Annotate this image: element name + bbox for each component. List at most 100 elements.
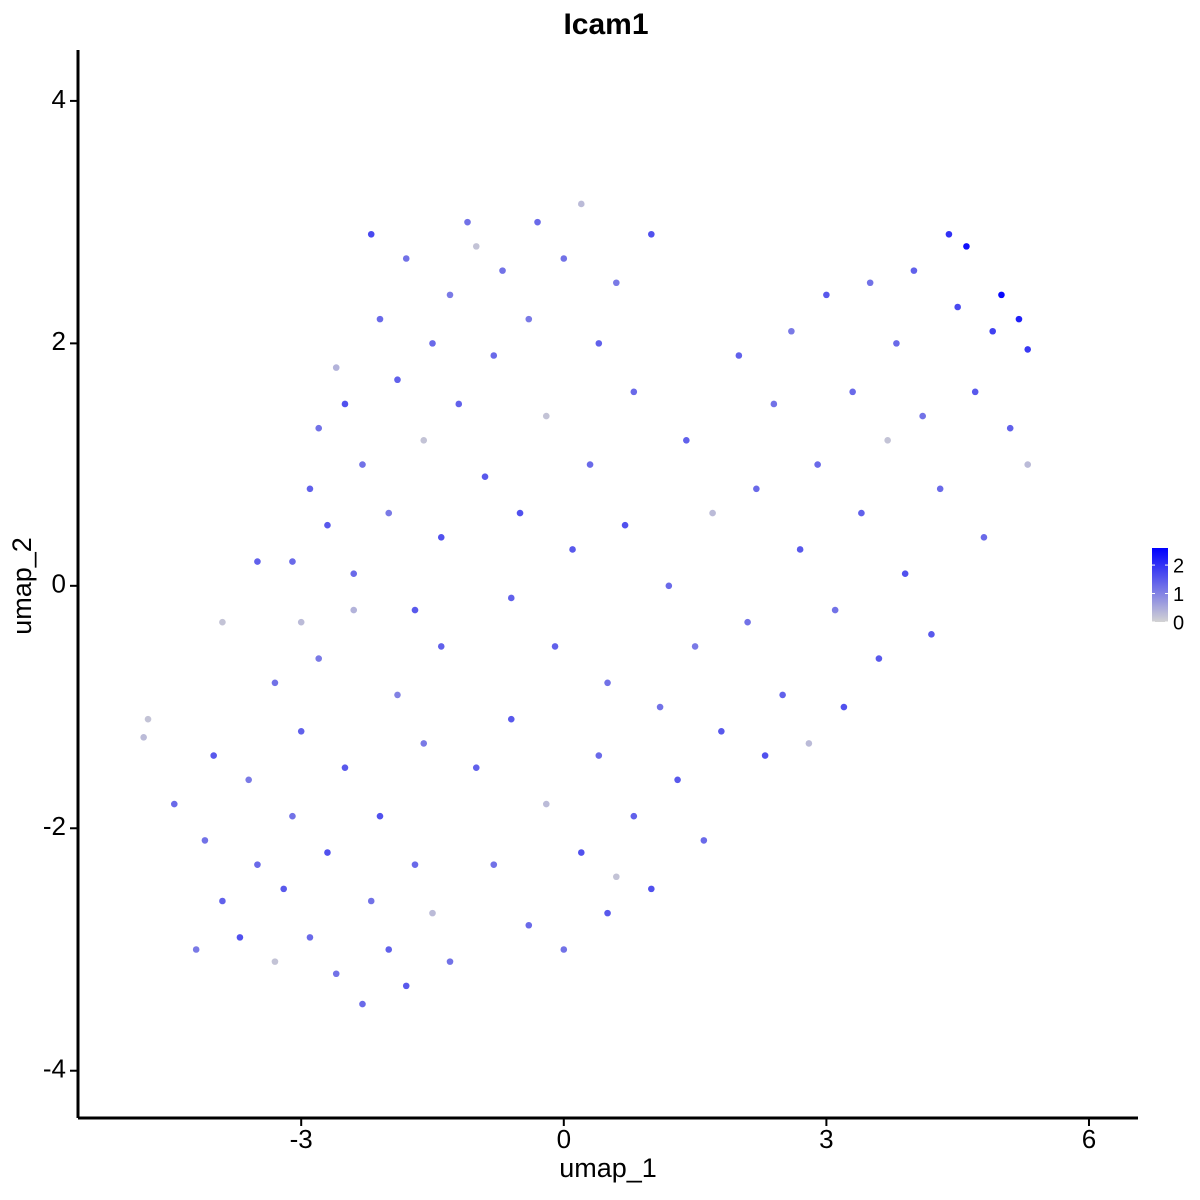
point bbox=[446, 958, 454, 965]
point bbox=[656, 703, 664, 711]
point bbox=[560, 255, 568, 262]
x-tick-label: 0 bbox=[557, 1124, 571, 1154]
point bbox=[578, 849, 585, 856]
point bbox=[254, 558, 261, 565]
point bbox=[1015, 315, 1023, 323]
point bbox=[144, 715, 152, 723]
point bbox=[350, 570, 358, 577]
colorbar-label: 1 bbox=[1173, 584, 1184, 606]
point bbox=[919, 412, 926, 420]
point bbox=[490, 861, 498, 868]
point bbox=[219, 897, 226, 905]
y-tick-label: 4 bbox=[52, 84, 66, 114]
point bbox=[192, 946, 200, 953]
point bbox=[998, 291, 1005, 299]
point bbox=[989, 327, 996, 335]
point bbox=[332, 970, 340, 978]
point bbox=[534, 218, 541, 226]
point bbox=[429, 909, 436, 917]
point bbox=[735, 352, 743, 359]
point bbox=[306, 485, 314, 493]
point bbox=[315, 424, 323, 432]
point bbox=[595, 752, 603, 759]
point bbox=[140, 734, 147, 741]
chart-title: Icam1 bbox=[563, 8, 648, 41]
point bbox=[560, 946, 568, 953]
point bbox=[210, 752, 217, 759]
y-tick-label: -4 bbox=[43, 1054, 66, 1084]
point bbox=[201, 837, 209, 844]
point bbox=[613, 873, 620, 881]
point bbox=[472, 764, 480, 771]
point bbox=[963, 243, 970, 250]
point bbox=[858, 509, 865, 517]
point bbox=[455, 400, 463, 408]
point bbox=[945, 230, 953, 238]
point bbox=[823, 291, 830, 299]
point bbox=[779, 691, 786, 699]
point bbox=[893, 340, 900, 347]
point bbox=[753, 485, 760, 493]
point bbox=[350, 606, 358, 614]
point bbox=[429, 340, 436, 347]
point bbox=[621, 521, 629, 529]
x-axis-label: umap_1 bbox=[559, 1153, 657, 1183]
point bbox=[324, 849, 331, 856]
point bbox=[971, 388, 979, 396]
point bbox=[385, 509, 393, 517]
point bbox=[744, 618, 751, 626]
point bbox=[665, 582, 673, 590]
y-tick-label: 0 bbox=[52, 569, 66, 599]
point bbox=[525, 315, 533, 323]
point bbox=[289, 812, 296, 820]
point bbox=[936, 485, 944, 493]
point bbox=[490, 352, 498, 359]
point bbox=[315, 655, 323, 662]
point bbox=[805, 740, 813, 747]
y-tick-label: -2 bbox=[43, 811, 66, 841]
point bbox=[437, 643, 445, 650]
point bbox=[219, 618, 226, 626]
point bbox=[648, 230, 655, 238]
point bbox=[542, 412, 550, 420]
colorbar bbox=[1152, 548, 1168, 622]
point bbox=[341, 764, 349, 771]
point bbox=[411, 861, 419, 868]
point bbox=[551, 643, 559, 650]
point bbox=[604, 679, 611, 687]
colorbar-label: 0 bbox=[1173, 612, 1184, 634]
point bbox=[394, 691, 401, 699]
point bbox=[980, 534, 988, 541]
point bbox=[595, 340, 603, 347]
point bbox=[367, 230, 375, 238]
point bbox=[402, 982, 410, 990]
y-axis-label: umap_2 bbox=[7, 537, 37, 635]
point bbox=[402, 255, 410, 262]
point bbox=[709, 509, 716, 517]
point bbox=[954, 303, 961, 311]
point bbox=[245, 776, 252, 784]
point bbox=[271, 958, 279, 965]
point bbox=[254, 861, 261, 868]
point bbox=[481, 473, 489, 481]
point bbox=[875, 655, 883, 662]
point bbox=[324, 521, 331, 529]
point bbox=[507, 715, 515, 723]
point bbox=[271, 679, 279, 687]
point bbox=[446, 291, 454, 299]
point bbox=[683, 437, 690, 444]
point bbox=[280, 885, 287, 893]
point bbox=[586, 461, 594, 468]
point bbox=[385, 946, 393, 953]
point bbox=[499, 267, 506, 274]
point bbox=[297, 618, 305, 626]
point bbox=[359, 461, 366, 468]
point bbox=[411, 606, 419, 614]
point bbox=[236, 934, 244, 941]
point bbox=[1006, 424, 1014, 432]
point bbox=[332, 364, 340, 371]
point bbox=[718, 727, 725, 735]
x-tick-label: -3 bbox=[290, 1124, 313, 1154]
point bbox=[910, 267, 918, 274]
